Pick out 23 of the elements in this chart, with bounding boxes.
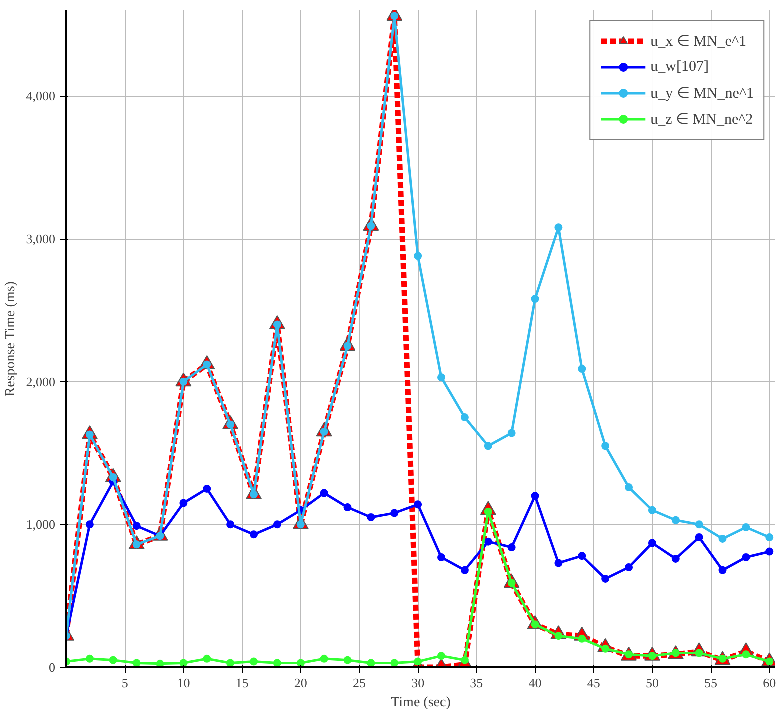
- x-tick-label: 45: [587, 676, 600, 690]
- x-tick-label: 5: [122, 676, 128, 690]
- legend-label: u_w[107]: [650, 58, 709, 76]
- y-tick-label: 1,000: [26, 517, 56, 532]
- x-tick-label: 20: [294, 676, 308, 690]
- y-axis-title: Response Time (ms): [3, 281, 18, 397]
- x-axis-title: Time (sec): [391, 696, 452, 710]
- x-tick-label: 55: [704, 676, 718, 690]
- legend-label: u_z ∈ MN_ne^2: [650, 110, 754, 128]
- y-tick-label: 2,000: [26, 374, 56, 390]
- x-tick-label: 50: [646, 676, 659, 690]
- x-tick-label: 30: [412, 676, 425, 690]
- x-tick-label: 15: [236, 676, 249, 690]
- y-tick-label: 3,000: [26, 232, 56, 247]
- y-tick-label: 0: [49, 660, 56, 675]
- legend-label: u_x ∈ MN_e^1: [650, 32, 746, 50]
- x-tick-label: 35: [470, 676, 484, 690]
- x-tick-label: 40: [528, 676, 542, 690]
- x-tick-label: 25: [352, 676, 366, 690]
- legend-label: u_y ∈ MN_ne^1: [650, 84, 754, 102]
- x-tick-label: 60: [763, 676, 776, 690]
- x-tick-label: 10: [177, 676, 190, 690]
- y-tick-label: 4,000: [26, 88, 56, 104]
